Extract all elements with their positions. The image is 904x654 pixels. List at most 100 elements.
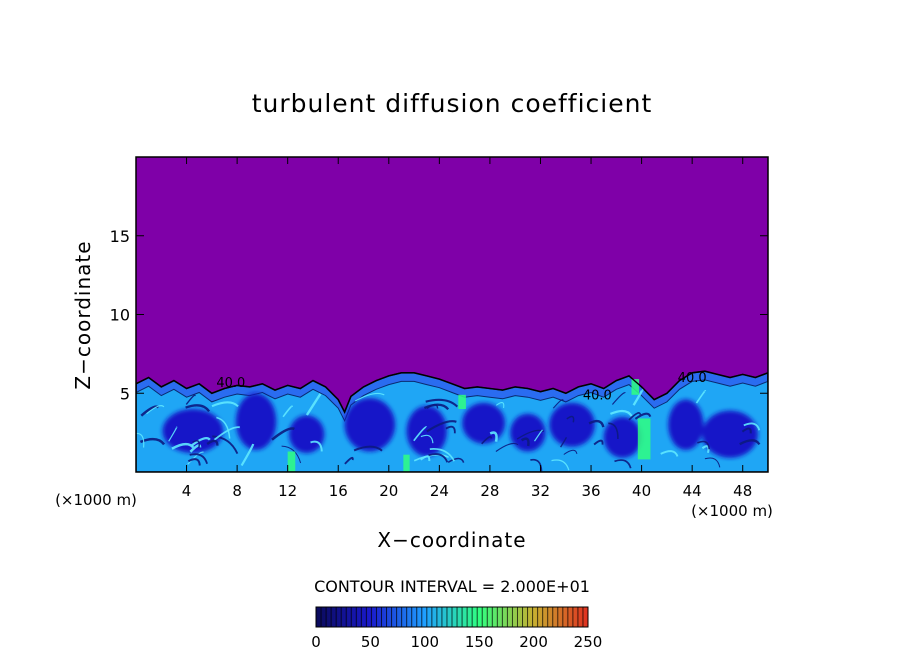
eddy-wisp	[533, 429, 543, 442]
eddy-wisp	[192, 440, 200, 449]
x-tick-label: 12	[278, 482, 297, 500]
eddy-wisp	[354, 392, 385, 402]
eddy-wisps	[136, 388, 761, 472]
eddy-wisp	[697, 440, 710, 450]
eddy-wisp	[520, 437, 530, 447]
eddy-wisp	[489, 431, 498, 442]
eddy-wisp	[743, 422, 761, 431]
eddy-wisp	[495, 402, 505, 408]
contour-label: 40.0	[216, 376, 245, 391]
eddy-wisp	[185, 404, 211, 413]
eddy-wisp	[447, 457, 465, 463]
y-axis-label: Z−coordinate	[71, 240, 95, 389]
colorbar-tick-labels: 0 50 100 150 200 250	[311, 633, 602, 651]
eddy-wisp	[425, 398, 459, 408]
y-tick-label: 15	[110, 227, 130, 246]
eddy-cell	[702, 410, 758, 458]
contour-labels: 40.0 40.0 40.0	[216, 371, 706, 403]
colorbar: 0 50 100 150 200 250	[311, 606, 602, 651]
high-value-spot	[403, 454, 410, 472]
eddy-wisp	[426, 403, 439, 409]
eddy-wisp	[140, 405, 160, 417]
eddy-wisp	[426, 420, 457, 433]
eddy-wisp	[429, 448, 455, 462]
eddy-wisp	[560, 437, 567, 448]
eddy-wisp	[701, 445, 710, 454]
x-axis-ticks: 4 8 12 16 20 24 28 32 36 40 44 48	[182, 157, 752, 500]
high-value-spot	[458, 394, 466, 409]
eddy-wisp	[628, 412, 642, 421]
eddy-wisp	[588, 419, 605, 428]
eddy-wisp	[189, 444, 202, 453]
x-axis-label: X−coordinate	[377, 528, 526, 552]
eddy-wisp	[413, 425, 428, 442]
x-unit-right: (×1000 m)	[691, 502, 773, 520]
eddy-wisp	[551, 459, 570, 471]
eddy-wisp	[171, 442, 195, 450]
eddy-cell	[288, 415, 325, 454]
x-tick-label: 4	[182, 482, 192, 500]
eddy-cell	[603, 416, 642, 458]
eddy-wisp	[353, 445, 383, 452]
contour-label: 40.0	[678, 371, 707, 386]
high-value-spot	[631, 379, 640, 395]
x-tick-label: 44	[683, 482, 702, 500]
eddy-wisp	[445, 425, 456, 434]
eddy-wisp	[136, 432, 145, 448]
x-tick-label: 20	[379, 482, 398, 500]
colorbar-tick-label: 50	[361, 633, 380, 651]
eddy-cell	[344, 397, 396, 452]
eddy-wisp	[563, 449, 578, 455]
colorbar-frame	[315, 606, 589, 628]
eddy-wisp	[739, 439, 761, 446]
x-tick-label: 48	[733, 482, 752, 500]
eddy-wisp	[552, 399, 564, 409]
eddy-wisp	[611, 392, 626, 405]
colorbar-tick-label: 100	[410, 633, 439, 651]
eddy-cell	[668, 399, 704, 450]
x-tick-label: 36	[581, 482, 600, 500]
eddy-wisp	[614, 459, 632, 469]
x-tick-label: 32	[531, 482, 550, 500]
colorbar-tick-label: 250	[574, 633, 603, 651]
eddy-wisp	[704, 457, 721, 468]
eddy-wisp	[282, 405, 293, 418]
eddy-wisp	[216, 416, 231, 439]
eddy-wisp	[305, 393, 322, 416]
eddy-wisp	[146, 405, 165, 415]
eddy-wisp	[609, 409, 633, 417]
high-value-spot	[287, 451, 296, 472]
eddy-wisp	[481, 435, 492, 445]
eddy-wisp	[530, 458, 543, 472]
x-tick-label: 40	[632, 482, 651, 500]
eddy-wisp	[191, 436, 211, 447]
eddy-wisp	[660, 450, 679, 457]
eddy-wisp	[608, 422, 619, 440]
eddy-cell	[235, 393, 277, 450]
y-tick-label: 5	[120, 384, 130, 403]
eddy-wisp	[495, 442, 519, 452]
eddy-wisp	[344, 456, 354, 465]
x-tick-label: 28	[480, 482, 499, 500]
eddy-wisp	[634, 412, 652, 420]
contour-interval-label: CONTOUR INTERVAL = 2.000E+01	[314, 577, 590, 596]
chart-title: turbulent diffusion coefficient	[252, 89, 653, 118]
eddy-wisp	[632, 388, 644, 406]
eddy-cells	[162, 393, 758, 458]
eddy-wisp	[240, 443, 255, 467]
boundary-layer-field	[136, 370, 768, 472]
x-tick-label: 24	[430, 482, 449, 500]
eddy-wisp	[211, 401, 239, 408]
colorbar-stripes	[320, 607, 584, 627]
eddy-wisp	[212, 435, 239, 455]
eddy-cell	[462, 402, 506, 444]
eddy-wisp	[187, 458, 201, 466]
eddy-wisp	[420, 434, 434, 444]
eddy-wisp	[185, 394, 196, 405]
eddy-wisp	[695, 389, 707, 404]
contour-label: 40.0	[583, 389, 612, 404]
eddy-wisp	[271, 427, 295, 441]
eddy-wisp	[741, 427, 752, 434]
colorbar-tick-label: 150	[465, 633, 494, 651]
